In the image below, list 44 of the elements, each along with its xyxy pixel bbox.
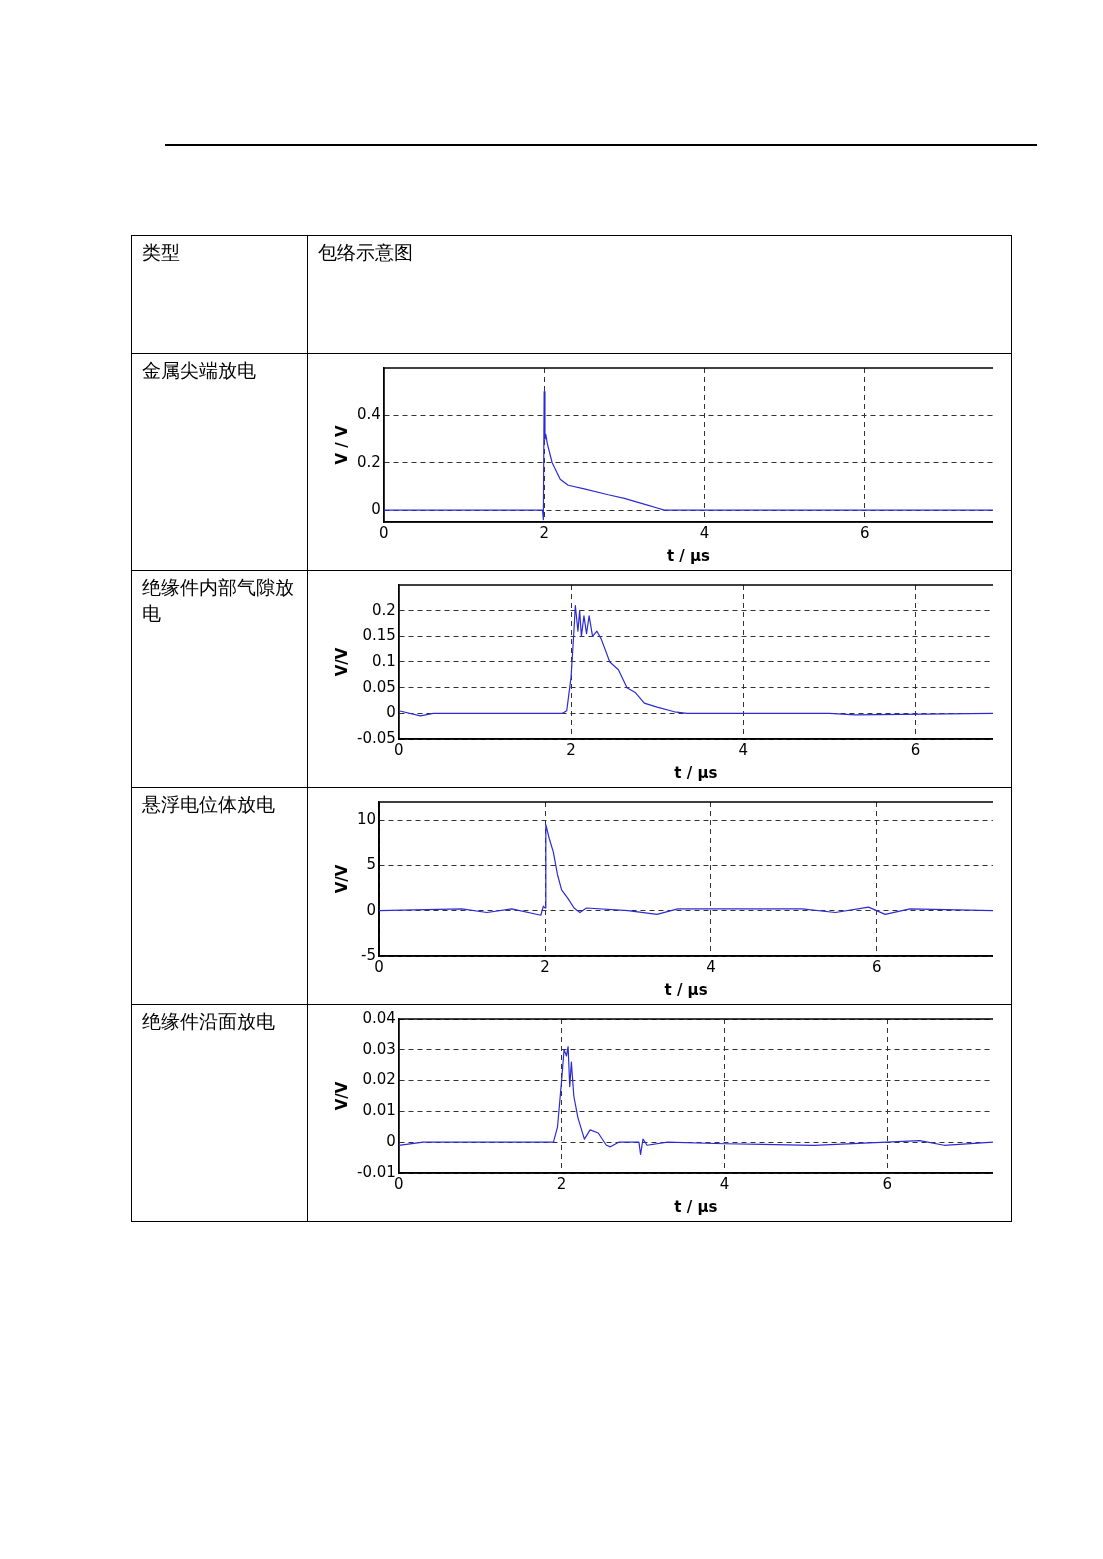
y-tick-label: 0.05 xyxy=(362,677,396,696)
y-tick-label: 0.01 xyxy=(362,1101,396,1120)
y-axis-title: V/V xyxy=(332,864,351,894)
x-tick-label: 2 xyxy=(556,1174,567,1193)
x-tick-label: 2 xyxy=(540,957,550,976)
x-tick-label: 2 xyxy=(566,740,576,759)
text: 类型 xyxy=(132,236,308,354)
y-tick-label: 0 xyxy=(371,500,381,519)
y-tick-label: 0.03 xyxy=(362,1039,396,1058)
y-tick-label: -0.05 xyxy=(356,728,396,747)
y-axis-title: V/V xyxy=(332,647,351,677)
y-tick-label: 0.2 xyxy=(356,452,381,471)
x-tick-label: 4 xyxy=(699,523,710,542)
y-axis-title: V/V xyxy=(332,1081,351,1111)
y-tick-label: 0.2 xyxy=(371,600,396,619)
x-axis-title: t / µs xyxy=(674,763,718,782)
y-tick-label: 5 xyxy=(366,855,376,874)
y-axis-title: V / V xyxy=(332,425,351,465)
x-tick-label: 6 xyxy=(859,523,870,542)
x-axis-title: t / µs xyxy=(664,980,708,999)
x-tick-label: 4 xyxy=(719,1174,729,1193)
y-tick-label: 0.4 xyxy=(356,405,381,424)
y-tick-label: -5 xyxy=(360,945,376,964)
y-tick-label: 0.02 xyxy=(362,1070,396,1089)
y-tick-label: 0.15 xyxy=(362,626,396,645)
y-tick-label: 0.04 xyxy=(362,1008,396,1027)
text: 绝缘件沿面放电 xyxy=(142,1010,276,1034)
x-tick-label: 4 xyxy=(738,740,748,759)
text: 包络示意图 xyxy=(307,236,1012,354)
y-tick-label: 0 xyxy=(386,1132,396,1151)
y-tick-label: 0 xyxy=(386,703,396,722)
text: 金属尖端放电 xyxy=(142,359,257,383)
text: 悬浮电位体放电 xyxy=(142,793,276,817)
y-tick-label: 10 xyxy=(356,810,376,829)
y-tick-label: 0 xyxy=(366,900,376,919)
y-tick-label: 0.1 xyxy=(371,651,396,670)
x-axis-title: t / µs xyxy=(674,1197,718,1216)
x-tick-label: 6 xyxy=(910,740,921,759)
x-tick-label: 6 xyxy=(871,957,882,976)
x-tick-label: 4 xyxy=(705,957,716,976)
x-tick-label: 2 xyxy=(539,523,549,542)
x-axis-title: t / µs xyxy=(666,546,710,565)
text: 绝缘件内部气隙放电 xyxy=(142,576,295,626)
x-tick-label: 6 xyxy=(882,1174,892,1193)
